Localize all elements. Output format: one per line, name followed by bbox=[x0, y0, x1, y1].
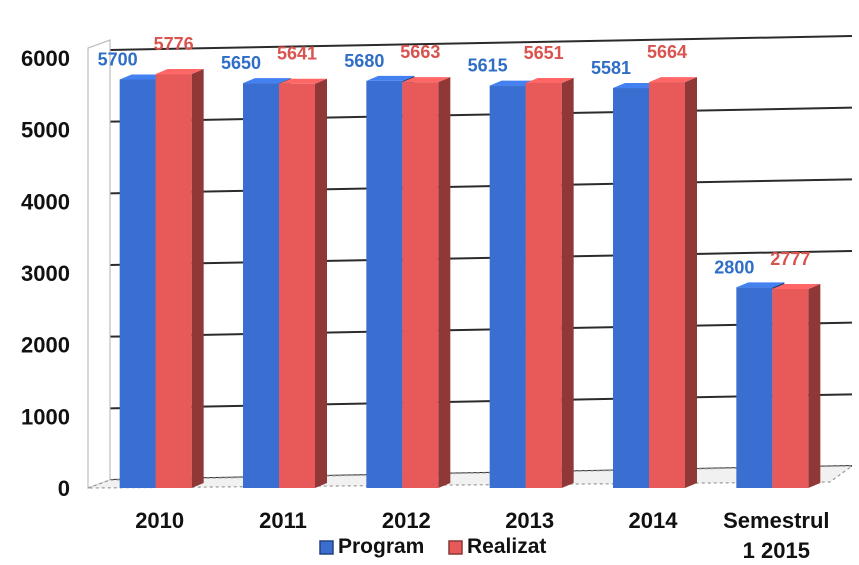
bar-program-2 bbox=[366, 80, 403, 488]
data-label: 5581 bbox=[591, 58, 631, 78]
bar-side bbox=[315, 78, 327, 488]
bar-program-0 bbox=[119, 79, 156, 488]
data-label: 5650 bbox=[221, 53, 261, 73]
data-label: 5651 bbox=[524, 43, 564, 63]
bar-side bbox=[808, 283, 821, 488]
legend-label: Realizat bbox=[467, 535, 546, 558]
x-tick-label: 2013 bbox=[505, 508, 554, 533]
bar-top bbox=[525, 78, 574, 84]
y-tick-label: 2000 bbox=[21, 333, 70, 358]
x-tick-label: 1 2015 bbox=[743, 538, 810, 563]
data-label: 5664 bbox=[647, 42, 687, 62]
bar-program-5 bbox=[736, 287, 773, 488]
bar-side bbox=[438, 77, 451, 488]
bar-top bbox=[736, 282, 785, 288]
gridline bbox=[109, 106, 853, 123]
x-tick-label: Semestrul bbox=[723, 508, 829, 533]
legend: Program Realizat bbox=[319, 535, 546, 558]
y-tick-label: 6000 bbox=[21, 46, 70, 71]
bar-side bbox=[685, 77, 697, 488]
y-tick-label: 5000 bbox=[21, 118, 70, 143]
gridline bbox=[109, 35, 853, 51]
bar-side bbox=[191, 69, 204, 488]
bar-program-4 bbox=[613, 88, 649, 489]
bar-top bbox=[366, 75, 415, 81]
side-wall bbox=[87, 39, 111, 489]
data-labels: 5700 5776 5650 5641 5680 5663 5615 5651 5581 5664… bbox=[98, 34, 811, 277]
gridline bbox=[109, 321, 853, 338]
bar-top bbox=[649, 77, 697, 83]
legend-swatch bbox=[448, 540, 463, 555]
data-label: 5700 bbox=[98, 50, 138, 70]
x-tick-label: 2011 bbox=[259, 508, 307, 533]
data-label: 2800 bbox=[714, 257, 754, 277]
bar-side bbox=[561, 78, 574, 489]
gridline bbox=[109, 250, 853, 266]
y-tick-label: 0 bbox=[58, 476, 70, 501]
bar-realizat-3 bbox=[525, 83, 562, 489]
bars bbox=[119, 69, 821, 489]
gridline bbox=[109, 393, 853, 410]
bar-realizat-5 bbox=[772, 288, 809, 488]
data-label: 5663 bbox=[400, 42, 440, 62]
bar-program-1 bbox=[243, 83, 279, 488]
bar-realizat-0 bbox=[155, 74, 192, 488]
bar-program-3 bbox=[489, 85, 526, 488]
gridlines bbox=[109, 35, 853, 481]
bar-top bbox=[155, 69, 204, 75]
y-tick-label: 3000 bbox=[21, 261, 70, 286]
data-label: 5641 bbox=[277, 44, 317, 64]
bar-top bbox=[772, 283, 821, 289]
bar-realizat-1 bbox=[279, 83, 315, 488]
y-tick-label: 4000 bbox=[21, 189, 70, 214]
bar-top bbox=[279, 78, 327, 84]
bar-top bbox=[243, 78, 291, 84]
data-label: 5615 bbox=[468, 56, 508, 76]
data-label: 5776 bbox=[154, 34, 194, 54]
x-tick-label: 2010 bbox=[135, 508, 184, 533]
data-label: 2777 bbox=[770, 249, 810, 269]
legend-label: Program bbox=[338, 535, 424, 558]
bar-top bbox=[402, 77, 451, 83]
data-label: 5680 bbox=[344, 51, 384, 71]
legend-swatch bbox=[319, 540, 334, 555]
x-tick-label: 2012 bbox=[382, 508, 431, 533]
bar-realizat-2 bbox=[402, 82, 439, 488]
gridline bbox=[109, 178, 853, 195]
bar-realizat-4 bbox=[649, 82, 685, 488]
x-tick-label: 2014 bbox=[629, 508, 679, 533]
y-tick-label: 1000 bbox=[21, 404, 70, 429]
